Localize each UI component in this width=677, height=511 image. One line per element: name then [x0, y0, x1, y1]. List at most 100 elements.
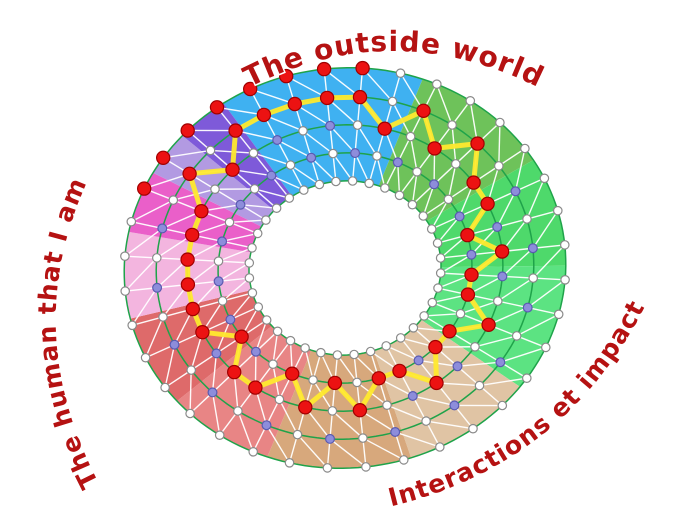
node-red	[209, 100, 225, 115]
mesh-line	[411, 171, 418, 205]
node-white	[465, 96, 476, 106]
node-purple	[217, 236, 228, 247]
node-purple	[152, 282, 163, 293]
node-red	[480, 196, 495, 211]
node-white	[435, 253, 446, 263]
mesh-line	[376, 155, 386, 189]
node-white	[511, 331, 522, 341]
mesh-line	[323, 68, 361, 98]
node-white	[395, 68, 406, 78]
node-purple	[272, 135, 283, 146]
mesh-line	[219, 410, 239, 436]
mesh-line	[145, 344, 175, 359]
node-white	[244, 273, 255, 283]
mesh-line	[253, 152, 291, 166]
node-white	[224, 217, 235, 228]
node-white	[314, 179, 325, 190]
node-white	[248, 148, 259, 158]
node-red	[185, 301, 200, 317]
node-purple	[522, 302, 533, 313]
mesh-line	[386, 404, 427, 422]
node-white	[497, 400, 508, 411]
node-white	[328, 148, 338, 159]
node-white	[470, 341, 480, 352]
mesh-line	[329, 438, 367, 468]
node-red	[285, 366, 300, 381]
mesh-line	[164, 344, 176, 388]
mesh-line	[310, 157, 337, 182]
node-purple	[510, 186, 521, 197]
node-white	[253, 302, 264, 312]
node-purple	[213, 276, 224, 287]
node-white	[433, 283, 443, 293]
label-human-that-i-am: The human that I am	[33, 173, 104, 493]
mesh-line	[332, 153, 354, 182]
mesh-line	[479, 385, 503, 407]
node-red	[225, 162, 240, 177]
node-white	[285, 335, 296, 346]
node-red	[248, 380, 263, 395]
node-red	[352, 403, 368, 418]
mesh-line	[255, 319, 268, 352]
node-red	[464, 267, 479, 282]
node-white	[213, 256, 224, 266]
mesh-line	[356, 124, 378, 157]
node-white	[387, 96, 398, 107]
mesh-line	[436, 83, 453, 126]
node-white	[268, 359, 278, 369]
mesh-line	[516, 335, 547, 349]
mesh-line	[532, 244, 565, 249]
node-white	[381, 341, 391, 351]
node-red	[427, 141, 442, 156]
mesh-line	[329, 125, 356, 154]
node-white	[435, 268, 446, 278]
node-white	[160, 382, 170, 393]
node-white	[443, 194, 454, 205]
node-white	[300, 343, 310, 353]
node-purple	[235, 199, 246, 210]
mesh-line	[297, 434, 328, 469]
mesh-line	[229, 219, 266, 224]
node-purple	[454, 211, 465, 222]
node-white	[361, 462, 371, 472]
mesh-line	[502, 275, 534, 279]
node-red	[352, 89, 368, 105]
node-purple	[390, 427, 401, 438]
mesh-line	[469, 100, 479, 144]
mesh-line	[124, 227, 163, 257]
mesh-line	[500, 361, 528, 379]
node-white	[419, 311, 429, 321]
node-purple	[157, 223, 168, 234]
mesh-line	[532, 244, 566, 279]
mesh-line	[409, 136, 418, 172]
mesh-line	[501, 247, 534, 277]
node-white	[126, 216, 137, 227]
sector-tan-light	[373, 319, 520, 458]
node-white	[308, 375, 318, 385]
mesh-line	[479, 377, 527, 387]
node-white	[418, 211, 429, 221]
node-red	[180, 277, 196, 292]
node-red	[460, 227, 475, 243]
node-red	[136, 181, 152, 196]
node-white	[521, 373, 532, 383]
node-white	[553, 309, 564, 320]
mesh-line	[222, 292, 253, 302]
mesh-line	[425, 420, 474, 430]
node-red	[155, 150, 171, 165]
mesh-line	[527, 279, 566, 309]
node-purple	[350, 148, 361, 159]
mesh-line	[526, 177, 546, 220]
node-white	[249, 184, 260, 194]
node-purple	[407, 391, 418, 402]
mesh-line	[125, 287, 158, 292]
node-white	[540, 342, 551, 353]
node-white	[395, 333, 406, 343]
mesh-line	[425, 420, 441, 448]
node-white	[152, 253, 162, 263]
node-red	[327, 375, 343, 391]
node-white	[247, 243, 257, 253]
mesh-line	[331, 410, 364, 439]
